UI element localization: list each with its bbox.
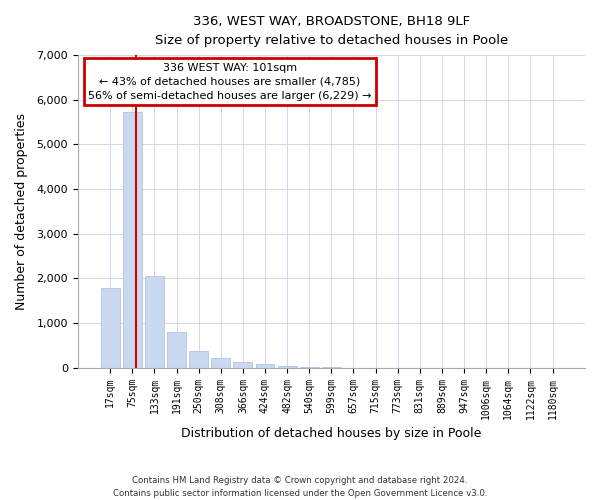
X-axis label: Distribution of detached houses by size in Poole: Distribution of detached houses by size … xyxy=(181,427,482,440)
Text: 336 WEST WAY: 101sqm
← 43% of detached houses are smaller (4,785)
56% of semi-de: 336 WEST WAY: 101sqm ← 43% of detached h… xyxy=(88,63,371,101)
Bar xyxy=(300,367,319,368)
Bar xyxy=(256,364,274,368)
Bar xyxy=(145,276,164,368)
Bar xyxy=(189,352,208,368)
Text: Contains HM Land Registry data © Crown copyright and database right 2024.
Contai: Contains HM Land Registry data © Crown c… xyxy=(113,476,487,498)
Bar xyxy=(278,366,296,368)
Bar xyxy=(101,288,119,368)
Bar xyxy=(123,112,142,368)
Bar xyxy=(211,358,230,368)
Bar xyxy=(167,332,186,368)
Title: 336, WEST WAY, BROADSTONE, BH18 9LF
Size of property relative to detached houses: 336, WEST WAY, BROADSTONE, BH18 9LF Size… xyxy=(155,15,508,47)
Bar xyxy=(233,362,252,368)
Y-axis label: Number of detached properties: Number of detached properties xyxy=(15,113,28,310)
